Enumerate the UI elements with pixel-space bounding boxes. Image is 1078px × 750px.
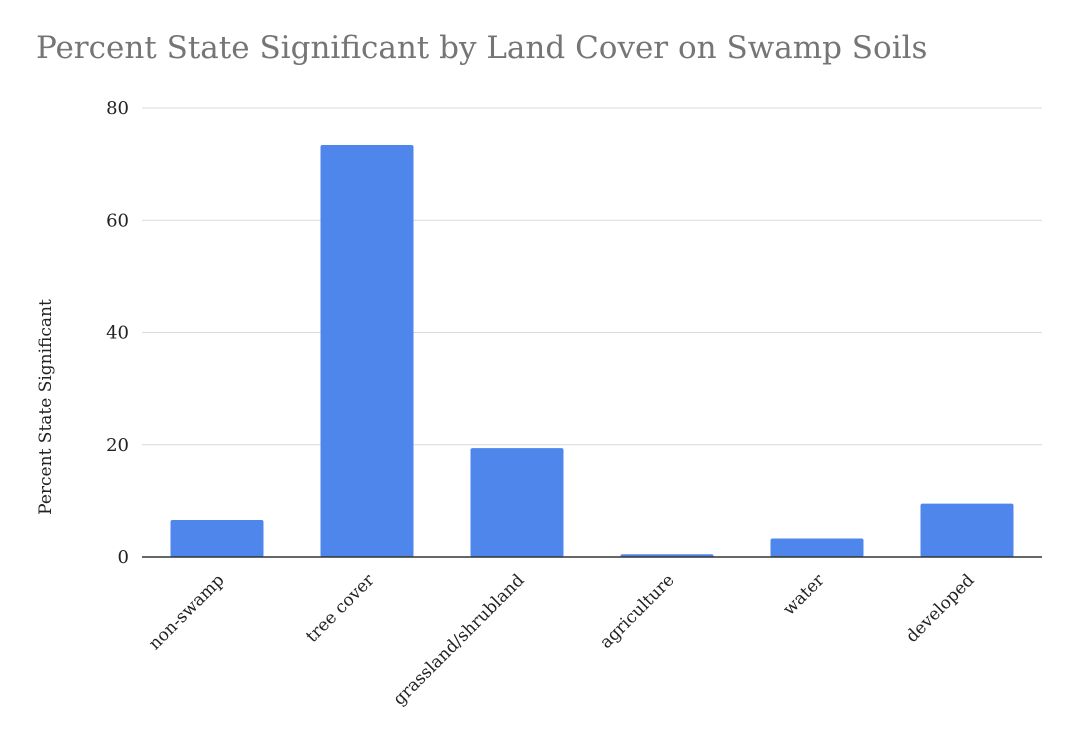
bars <box>170 145 1014 558</box>
bar-water <box>770 538 864 557</box>
y-tick-label: 20 <box>106 435 129 456</box>
x-tick-label: tree cover <box>302 570 379 647</box>
y-tick-labels: 0 20 40 60 80 <box>106 98 129 568</box>
bar-developed <box>920 503 1014 557</box>
y-tick-label: 40 <box>106 323 129 344</box>
y-axis-label: Percent State Significant <box>36 299 56 515</box>
x-tick-label: agriculture <box>596 570 678 652</box>
y-tick-label: 0 <box>118 547 129 568</box>
gridlines <box>142 107 1042 446</box>
chart-title: Percent State Significant by Land Cover … <box>36 30 928 66</box>
bar-non-swamp <box>170 519 264 557</box>
x-tick-label: water <box>779 570 829 620</box>
bar-grassland-shrubland <box>470 448 564 557</box>
y-tick-label: 80 <box>106 98 129 119</box>
bar-tree-cover <box>320 145 414 558</box>
x-tick-label: non-swamp <box>145 570 229 654</box>
x-tick-label: grassland/shrubland <box>389 570 528 709</box>
y-tick-label: 60 <box>106 210 129 231</box>
x-tick-labels: non-swamp tree cover grassland/shrubland ag… <box>145 570 979 710</box>
x-tick-label: developed <box>902 570 979 647</box>
